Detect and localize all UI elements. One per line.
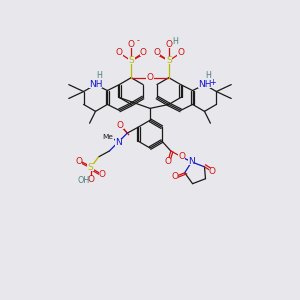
Text: O: O [171,172,178,181]
Text: S: S [166,56,172,65]
FancyBboxPatch shape [128,41,135,48]
FancyBboxPatch shape [165,57,172,64]
FancyBboxPatch shape [140,50,146,56]
FancyBboxPatch shape [154,50,160,56]
Text: H: H [97,71,102,80]
FancyBboxPatch shape [115,139,122,145]
FancyBboxPatch shape [87,164,94,171]
Text: O: O [99,170,106,179]
Text: N: N [115,138,122,147]
Text: O: O [117,121,124,130]
Text: NH: NH [198,80,211,89]
Text: Me: Me [102,134,113,140]
Text: OH: OH [77,176,90,185]
Text: O: O [177,48,184,57]
FancyBboxPatch shape [89,81,102,88]
FancyBboxPatch shape [198,81,211,88]
Text: S: S [128,56,134,65]
Text: O: O [164,158,171,166]
Text: O: O [128,40,135,50]
FancyBboxPatch shape [99,171,106,178]
FancyBboxPatch shape [116,50,123,56]
Text: O: O [209,167,216,176]
FancyBboxPatch shape [164,158,171,165]
FancyBboxPatch shape [205,72,212,79]
FancyBboxPatch shape [178,154,185,160]
FancyBboxPatch shape [77,177,91,184]
FancyBboxPatch shape [171,173,178,180]
FancyBboxPatch shape [177,50,184,56]
FancyBboxPatch shape [188,158,195,165]
Text: O: O [146,73,154,82]
Text: O: O [87,175,94,184]
FancyBboxPatch shape [75,158,82,165]
Text: O: O [116,48,123,57]
Text: O: O [140,48,147,57]
FancyBboxPatch shape [87,176,94,183]
FancyBboxPatch shape [209,168,216,175]
Text: +: + [209,78,216,87]
Text: O: O [165,40,172,50]
Text: H: H [206,71,212,80]
Text: H: H [172,37,178,46]
Text: O: O [153,48,161,57]
Text: N: N [188,158,195,166]
FancyBboxPatch shape [209,79,216,86]
Text: O: O [178,152,185,161]
Text: S: S [88,163,93,172]
FancyBboxPatch shape [96,72,103,79]
FancyBboxPatch shape [128,57,135,64]
FancyBboxPatch shape [165,41,172,48]
FancyBboxPatch shape [117,122,124,129]
Text: O: O [75,158,82,166]
FancyBboxPatch shape [146,74,154,81]
Text: -: - [137,37,140,46]
FancyBboxPatch shape [101,134,114,141]
Text: NH: NH [89,80,102,89]
